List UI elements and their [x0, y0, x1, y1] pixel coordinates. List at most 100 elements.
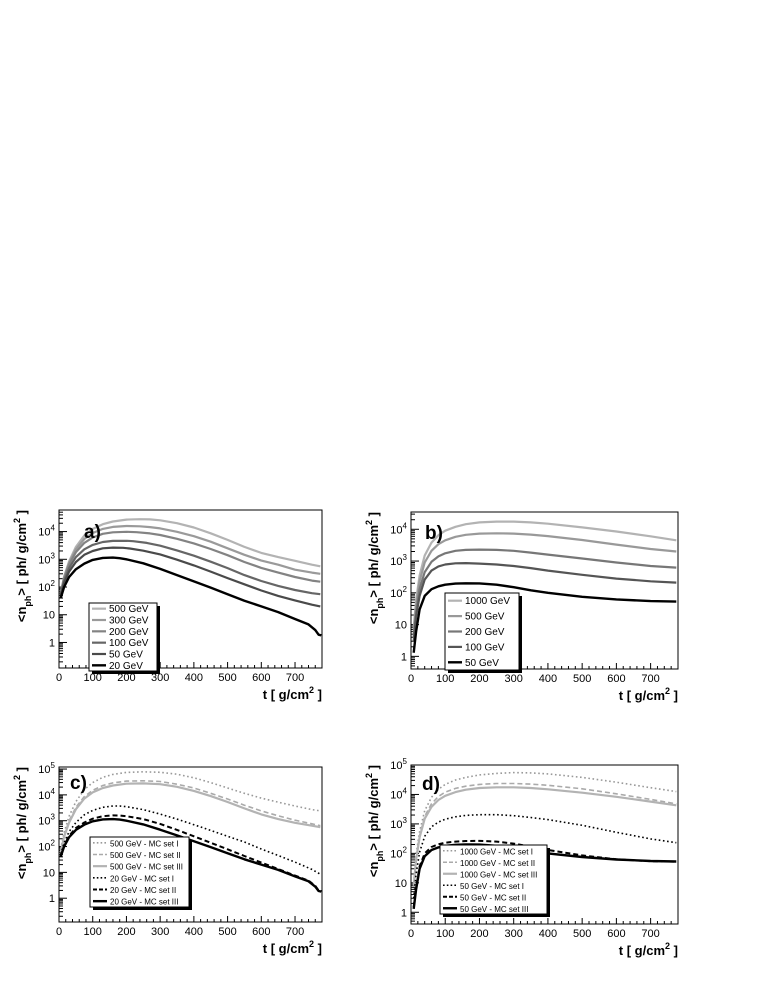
series-line-1 — [59, 779, 321, 852]
legend-label: 1000 GeV — [465, 596, 510, 607]
y-axis-title: <nph> [ ph/ g/cm2 ] — [12, 510, 33, 622]
x-tick-label: 600 — [252, 672, 270, 684]
x-tick-label: 500 — [573, 673, 591, 685]
text-part: 3 — [51, 551, 56, 560]
series-line-2 — [412, 548, 677, 638]
text-part: ph — [23, 596, 33, 607]
legend-label: 500 GeV — [465, 612, 505, 623]
series-group — [412, 520, 677, 653]
legend-box — [89, 836, 190, 908]
text-part: 10 — [38, 527, 50, 539]
text-part: 2 — [665, 686, 670, 696]
y-tick-label: 10 — [43, 610, 55, 622]
y-tick-label: 104 — [38, 524, 55, 539]
x-tick-label: 100 — [84, 672, 102, 684]
text-part: ] — [670, 688, 678, 703]
text-part: 2 — [309, 939, 314, 949]
y-tick-label: 103 — [390, 816, 407, 831]
legend: 500 GeV - MC set I 500 GeV - MC set II 500… — [89, 836, 192, 910]
legend-label: 1000 GeV - MC set III — [460, 870, 537, 879]
text-part: 10 — [390, 760, 402, 772]
x-tick-label: 0 — [408, 928, 414, 940]
x-tick-label: 100 — [436, 673, 454, 685]
y-tick-label: 102 — [38, 839, 55, 854]
text-part: 1 — [49, 893, 55, 905]
y-tick-label: 104 — [390, 521, 407, 536]
text-part: 2 — [364, 520, 374, 525]
x-tick-label: 400 — [539, 928, 557, 940]
series-line-0 — [412, 520, 677, 628]
legend-label: 20 GeV - MC set III — [110, 898, 178, 907]
x-tick-label: 0 — [56, 926, 62, 938]
text-part: t [ g/cm — [263, 687, 309, 702]
text-part: 10 — [390, 789, 402, 801]
x-tick-label: 0 — [56, 672, 62, 684]
y-tick-label: 1 — [401, 651, 407, 663]
text-part: 10 — [43, 610, 55, 622]
text-part: ] — [366, 765, 381, 773]
text-part: 1 — [401, 651, 407, 663]
legend-label: 200 GeV — [465, 627, 505, 638]
x-tick-label: 400 — [185, 926, 203, 938]
x-tick-label: 700 — [641, 928, 659, 940]
text-part: 5 — [403, 757, 408, 766]
x-axis-title: t [ g/cm2 ] — [619, 941, 678, 958]
series-line-4 — [412, 582, 677, 653]
x-tick-label: 0 — [408, 673, 414, 685]
text-part: t [ g/cm — [263, 941, 309, 956]
y-tick-label: 105 — [38, 761, 55, 776]
x-tick-label: 400 — [539, 673, 557, 685]
legend-label: 50 GeV - MC set III — [460, 905, 528, 914]
legend-label: 20 GeV - MC set I — [110, 874, 174, 883]
y-axis-title: <nph> [ ph/ g/cm2 ] — [12, 767, 33, 879]
text-part: 10 — [395, 620, 407, 632]
x-axis-title: t [ g/cm2 ] — [619, 686, 678, 703]
text-part: 10 — [43, 867, 55, 879]
x-tick-label: 600 — [252, 926, 270, 938]
y-tick-label: 103 — [390, 553, 407, 568]
legend: 1000 GeV - MC set I 1000 GeV - MC set II 1… — [439, 844, 550, 917]
x-tick-label: 500 — [218, 926, 236, 938]
legend-label: 500 GeV - MC set I — [110, 839, 178, 848]
series-line-2 — [412, 786, 677, 886]
series-line-2 — [59, 782, 321, 853]
legend-label: 500 GeV - MC set III — [110, 863, 183, 872]
text-part: 4 — [403, 786, 408, 795]
text-part: 10 — [38, 554, 50, 566]
text-part: <n — [14, 864, 29, 880]
text-part: 1 — [49, 637, 55, 649]
legend-label: 100 GeV — [109, 638, 149, 649]
text-part: 2 — [403, 585, 408, 594]
y-tick-label: 10 — [43, 867, 55, 879]
series-line-3 — [412, 561, 677, 642]
text-part: 10 — [390, 848, 402, 860]
y-tick-label: 103 — [38, 551, 55, 566]
text-part: ] — [670, 943, 678, 958]
text-part: > [ ph/ g/cm — [14, 780, 29, 853]
x-axis-title: t [ g/cm2 ] — [263, 939, 322, 956]
legend-label: 500 GeV - MC set II — [110, 851, 181, 860]
series-line-3 — [412, 813, 677, 899]
text-part: ] — [366, 512, 381, 520]
text-part: 2 — [364, 773, 374, 778]
text-part: ] — [14, 767, 29, 775]
x-tick-label: 500 — [573, 928, 591, 940]
legend-label: 300 GeV — [109, 616, 149, 627]
text-part: 10 — [390, 556, 402, 568]
legend-box — [439, 844, 548, 915]
y-axis-title: <nph> [ ph/ g/cm2 ] — [364, 512, 385, 624]
text-part: ] — [314, 941, 322, 956]
series-group — [59, 770, 322, 893]
x-tick-label: 700 — [286, 672, 304, 684]
text-part: <n — [366, 609, 381, 625]
panel-label: a) — [84, 522, 101, 543]
y-tick-label: 10 — [395, 878, 407, 890]
legend-label: 100 GeV — [465, 642, 505, 653]
text-part: > [ ph/ g/cm — [366, 778, 381, 851]
legend-label: 20 GeV - MC set II — [110, 886, 176, 895]
legend-label: 1000 GeV - MC set II — [460, 859, 535, 868]
